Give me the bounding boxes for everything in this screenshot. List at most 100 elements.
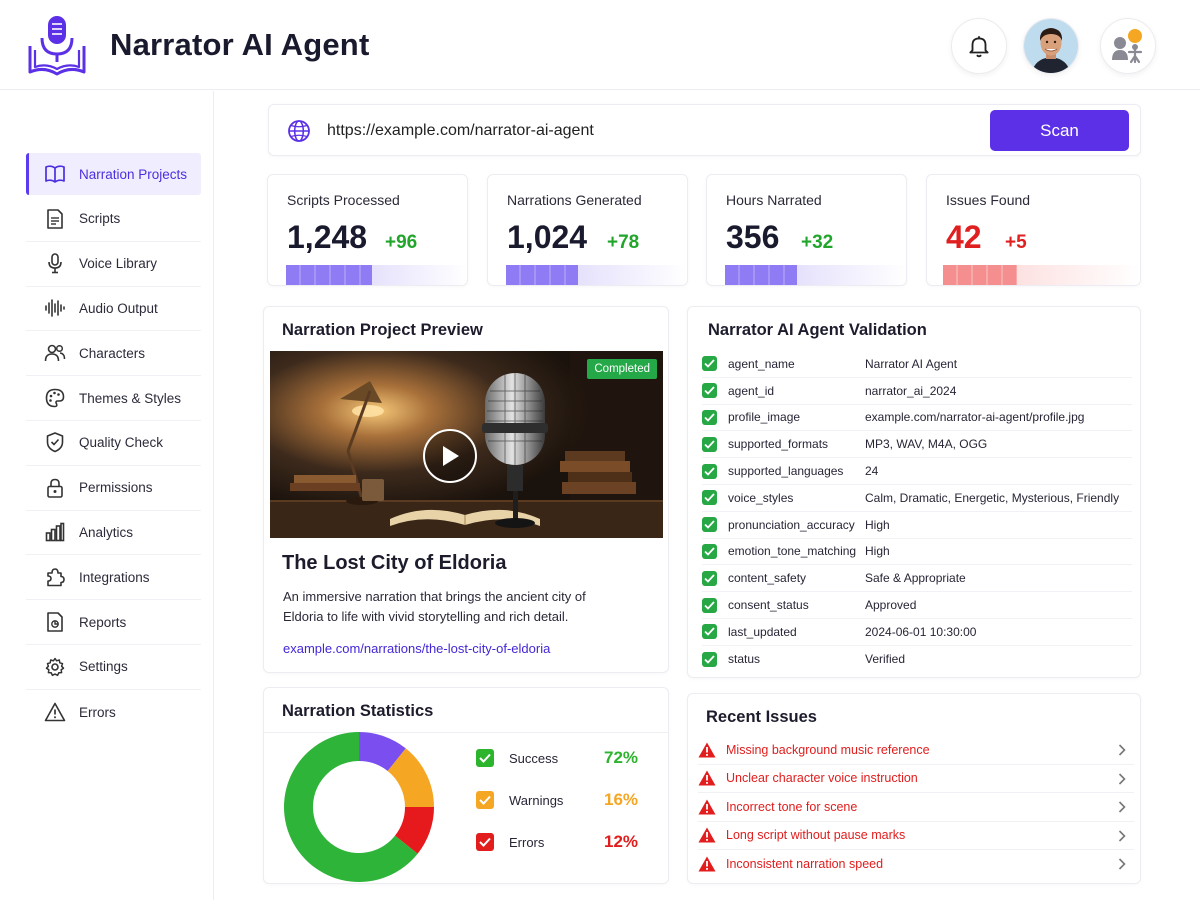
sidebar-item-label: Settings — [79, 659, 128, 675]
validation-value: 2024-06-01 10:30:00 — [865, 624, 977, 639]
book-microphone-logo — [26, 16, 90, 76]
sidebar-item-label: Audio Output — [79, 300, 158, 316]
stat-label: Issues Found — [946, 192, 1031, 208]
sidebar-item-label: Characters — [79, 345, 146, 361]
stat-value: 356 — [726, 219, 780, 255]
sidebar-item-reports[interactable]: Reports — [26, 600, 201, 645]
panel-title: Narration Statistics — [282, 702, 434, 720]
notifications-button[interactable] — [951, 18, 1007, 74]
project-thumbnail[interactable]: Completed — [270, 351, 663, 538]
narration-project-preview-panel: Narration Project Preview — [263, 306, 669, 673]
stat-delta: +5 — [1005, 232, 1027, 253]
validation-row: status Verified — [702, 646, 1132, 673]
play-button[interactable] — [423, 429, 477, 483]
sidebar-item-label: Scripts — [79, 211, 121, 227]
sidebar-item-narration-projects[interactable]: Narration Projects — [26, 153, 201, 195]
sidebar-item-label: Reports — [79, 614, 127, 630]
bell-icon — [969, 36, 989, 58]
check-icon — [702, 624, 717, 640]
validation-key: voice_styles — [728, 490, 794, 505]
url-input[interactable] — [327, 117, 927, 145]
validation-value: Calm, Dramatic, Energetic, Mysterious, F… — [865, 490, 1120, 505]
stat-sparkline — [927, 265, 1140, 285]
sidebar-item-voice-library[interactable]: Voice Library — [26, 242, 201, 287]
sidebar-item-label: Analytics — [79, 524, 134, 540]
sidebar-item-characters[interactable]: Characters — [26, 331, 201, 377]
issue-text: Unclear character voice instruction — [726, 771, 918, 786]
sidebar-item-label: Integrations — [79, 569, 150, 585]
legend-value: 72% — [604, 748, 639, 767]
alert-triangle-icon — [698, 856, 716, 872]
check-icon — [702, 517, 717, 533]
legend-value: 16% — [604, 790, 639, 809]
panel-title: Recent Issues — [706, 708, 817, 726]
users-icon — [44, 342, 66, 364]
stat-sparkline — [488, 265, 687, 285]
issue-text: Long script without pause marks — [726, 828, 906, 843]
sidebar-item-quality-check[interactable]: Quality Check — [26, 421, 201, 466]
project-title: The Lost City of Eldoria — [282, 552, 507, 574]
chevron-right-icon — [1118, 829, 1126, 842]
palette-icon — [44, 387, 66, 409]
issue-item[interactable]: Unclear character voice instruction — [698, 765, 1134, 793]
user-avatar[interactable] — [1023, 18, 1079, 74]
validation-row: pronunciation_accuracy High — [702, 512, 1132, 539]
chevron-right-icon — [1118, 801, 1126, 813]
validation-row: voice_styles Calm, Dramatic, Energetic, M… — [702, 485, 1132, 512]
legend-label: Success — [509, 751, 559, 766]
issue-text: Incorrect tone for scene — [726, 799, 858, 814]
lock-icon — [44, 477, 66, 499]
sidebar-item-permissions[interactable]: Permissions — [26, 466, 201, 511]
validation-key: content_safety — [728, 571, 807, 586]
validation-key: supported_formats — [728, 437, 829, 452]
check-icon — [702, 463, 717, 479]
sidebar-item-label: Themes & Styles — [79, 390, 182, 406]
globe-icon — [287, 119, 311, 148]
project-link[interactable]: example.com/narrations/the-lost-city-of-… — [283, 641, 551, 656]
statistics-donut-chart — [284, 732, 434, 882]
issues-list: Missing background music reference Uncle… — [698, 736, 1134, 879]
sidebar-item-errors[interactable]: Errors — [26, 690, 201, 735]
panel-title: Narration Project Preview — [282, 321, 483, 339]
url-bar: Scan — [268, 104, 1141, 156]
donut-slice-warnings — [387, 748, 434, 807]
issue-item[interactable]: Missing background music reference — [698, 736, 1134, 765]
validation-row: profile_image example.com/narrator-ai-age… — [702, 405, 1132, 432]
project-description: An immersive narration that brings the a… — [283, 589, 586, 624]
check-icon — [702, 356, 717, 372]
success-check-icon — [476, 749, 494, 767]
check-icon — [702, 383, 717, 399]
check-icon — [702, 409, 717, 425]
validation-key: supported_languages — [728, 464, 844, 479]
accessibility-settings-button[interactable] — [1100, 18, 1156, 74]
validation-value: Approved — [865, 598, 917, 613]
sidebar-nav: Narration Projects Scripts Voice Library… — [26, 153, 201, 735]
validation-row: emotion_tone_matching High — [702, 539, 1132, 566]
sidebar-item-themes-styles[interactable]: Themes & Styles — [26, 376, 201, 421]
sidebar-item-label: Errors — [79, 704, 116, 720]
issue-item[interactable]: Incorrect tone for scene — [698, 793, 1134, 822]
check-icon — [702, 436, 717, 452]
sidebar-item-settings[interactable]: Settings — [26, 645, 201, 690]
issue-item[interactable]: Inconsistent narration speed — [698, 850, 1134, 879]
issue-text: Inconsistent narration speed — [726, 857, 884, 872]
sidebar-item-integrations[interactable]: Integrations — [26, 555, 201, 601]
issue-text: Missing background music reference — [726, 742, 930, 757]
validation-key: agent_name — [728, 356, 795, 371]
scan-button[interactable]: Scan — [990, 110, 1129, 151]
validation-value: High — [865, 517, 890, 532]
warning-icon — [44, 701, 66, 723]
issue-item[interactable]: Long script without pause marks — [698, 822, 1134, 850]
sidebar-item-scripts[interactable]: Scripts — [26, 197, 201, 242]
sidebar-item-analytics[interactable]: Analytics — [26, 511, 201, 556]
validation-row: agent_id narrator_ai_2024 — [702, 378, 1132, 405]
stat-value: 1,024 — [507, 219, 588, 255]
validation-panel: Narrator AI Agent Validation agent_name N… — [687, 306, 1141, 678]
puzzle-icon — [44, 566, 66, 588]
stat-delta: +32 — [801, 232, 834, 253]
sidebar-item-audio-output[interactable]: Audio Output — [26, 287, 201, 332]
stat-card-narrations-generated: Narrations Generated 1,024 +78 — [487, 174, 688, 286]
sidebar: Narration Projects Scripts Voice Library… — [0, 91, 214, 900]
report-icon — [44, 611, 66, 633]
legend-value: 12% — [604, 832, 639, 851]
